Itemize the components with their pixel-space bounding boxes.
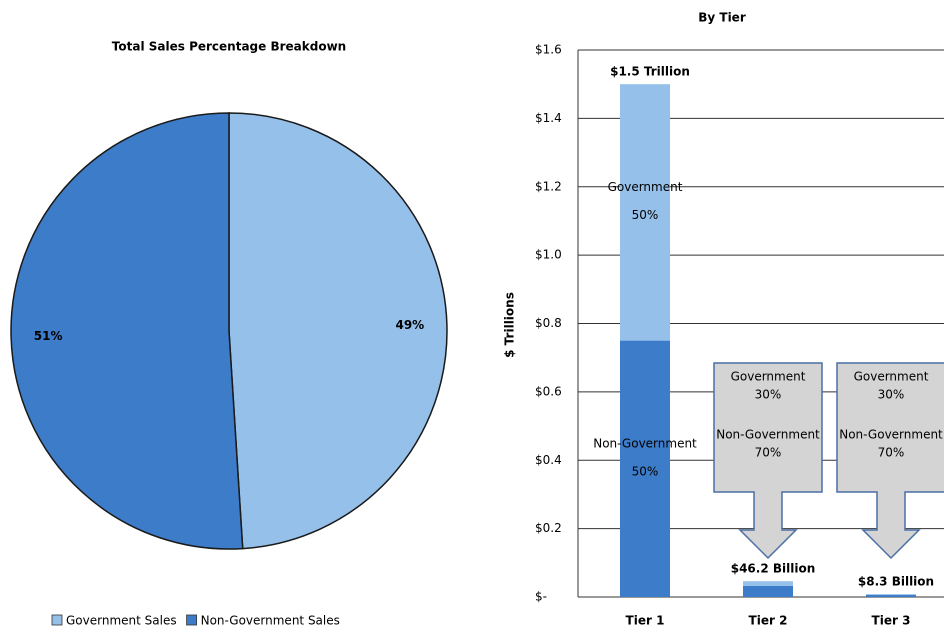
y-tick-label: $0.4	[535, 453, 562, 467]
chart-title: Total Sales Percentage Breakdown	[112, 40, 346, 54]
x-tick-label: Tier 1	[626, 614, 665, 628]
share-label: 70%	[878, 446, 905, 460]
bar-segment	[743, 585, 793, 597]
bar-segment	[866, 595, 916, 597]
share-label: 50%	[632, 464, 659, 478]
legend-swatch	[186, 614, 197, 626]
bar-segment	[743, 581, 793, 586]
pie-slice	[228, 112, 448, 550]
y-tick-label: $1.6	[535, 43, 562, 57]
y-tick-label: $0.6	[535, 384, 562, 398]
bar-segment	[620, 340, 670, 597]
y-tick-label: $-	[535, 590, 547, 604]
pie-slice	[10, 112, 244, 550]
slice-label: 51%	[34, 329, 63, 343]
legend-label: Government Sales	[66, 614, 177, 628]
y-tick-label: $1.0	[535, 248, 562, 262]
share-label: 50%	[632, 208, 659, 222]
share-label: 70%	[755, 446, 782, 460]
bar-segment	[620, 84, 670, 341]
y-tick-label: $1.2	[535, 179, 562, 193]
y-tick-label: $0.2	[535, 521, 562, 535]
legend-swatch	[51, 614, 63, 626]
series-label: Government	[854, 370, 929, 384]
series-label: Non-Government	[593, 436, 697, 450]
series-label: Government	[731, 370, 806, 384]
total-label: $46.2 Billion	[731, 562, 816, 576]
chart-title: By Tier	[698, 11, 746, 25]
slice-label: 49%	[395, 318, 424, 332]
total-label: $8.3 Billion	[858, 575, 934, 589]
y-tick-label: $0.8	[535, 316, 562, 330]
series-label: Government	[608, 180, 683, 194]
y-axis-label: $ Trillions	[503, 292, 517, 358]
legend-label: Non-Government Sales	[201, 614, 340, 628]
series-label: Non-Government	[839, 428, 943, 442]
series-label: Non-Government	[716, 428, 820, 442]
x-tick-label: Tier 2	[749, 614, 788, 628]
y-tick-label: $1.4	[535, 111, 562, 125]
bar-segment	[866, 594, 916, 596]
total-label: $1.5 Trillion	[610, 65, 690, 79]
x-tick-label: Tier 3	[872, 614, 911, 628]
share-label: 30%	[755, 388, 782, 402]
share-label: 30%	[878, 388, 905, 402]
callout	[836, 362, 944, 560]
callout	[713, 362, 823, 560]
